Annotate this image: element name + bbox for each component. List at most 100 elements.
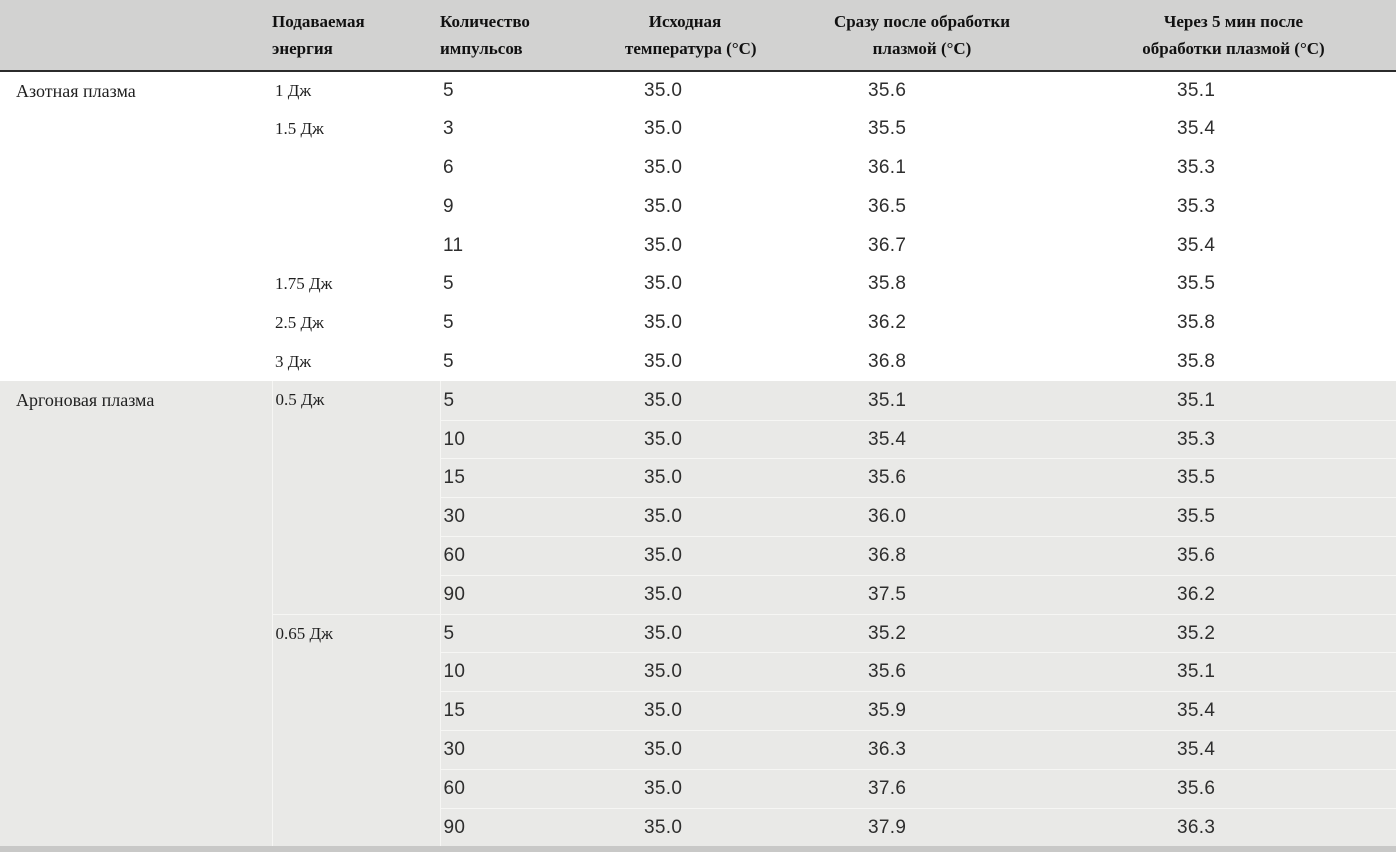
table-row: 1.75 Дж 5 35.0 35.8 35.5 [0,265,1396,304]
table-bottom-rule [0,846,1396,852]
pulse-count-cell: 6 [443,156,454,178]
header-initial-temp: Исходная температура (°C) [562,0,757,72]
initial-temp-cell: 35.0 [562,652,745,692]
after-5min-temp-cell: 35.1 [1177,79,1216,101]
after-treatment-temp-cell: 36.1 [868,156,907,178]
after-treatment-temp-cell: 35.2 [745,613,1065,653]
table-row: 60 35.0 37.6 35.6 [0,768,1396,809]
after-5min-temp-cell: 35.5 [1065,497,1396,537]
after-treatment-temp-cell: 36.5 [868,195,907,217]
table-row: 15 35.0 35.6 35.5 [0,458,1396,498]
after-treatment-temp-cell: 35.6 [745,652,1065,692]
after-treatment-temp-cell: 35.6 [745,458,1065,498]
after-treatment-temp-cell: 36.2 [868,312,907,334]
after-treatment-temp-cell: 35.4 [745,419,1065,459]
initial-temp-cell: 35.0 [644,350,683,372]
energy-cell: 0.65 Дж [272,613,441,847]
after-5min-temp-cell: 35.3 [1065,419,1396,459]
pulse-count-cell: 30 [440,730,562,770]
after-treatment-temp-cell: 35.6 [868,79,907,101]
pulse-count-cell: 5 [443,350,454,372]
pulse-count-cell: 10 [440,419,562,459]
table-row: Аргоновая плазма 0.5 Дж 5 35.0 35.1 35.1 [0,381,1396,847]
pulse-count-cell: 15 [440,458,562,498]
table-row: 9 35.0 36.5 35.3 [0,187,1396,226]
energy-cell: 1 Дж [275,81,312,100]
table-row: 60 35.0 36.8 35.6 [0,536,1396,576]
after-treatment-temp-cell: 37.9 [745,807,1065,847]
plasma-type-cell: Аргоновая плазма [0,381,273,847]
header-row: Подаваемая энергия Количество импульсов … [0,0,1396,72]
table-row: 15 35.0 35.9 35.4 [0,691,1396,731]
section-argon: Аргоновая плазма 0.5 Дж 5 35.0 35.1 35.1 10 35.… [0,381,1396,847]
header-plasma-type [0,0,272,72]
table-row: 90 35.0 37.5 36.2 [0,574,1396,615]
initial-temp-cell: 35.0 [562,574,745,615]
initial-temp-cell: 35.0 [644,312,683,334]
after-5min-temp-cell: 35.5 [1065,458,1396,498]
after-5min-temp-cell: 35.4 [1065,691,1396,731]
plasma-type-cell: Азотная плазма [16,81,136,101]
initial-temp-cell: 35.0 [644,156,683,178]
pulse-count-cell: 90 [440,807,562,847]
after-treatment-temp-cell: 36.8 [745,536,1065,576]
pulse-count-cell: 10 [440,652,562,692]
header-supplied-energy: Подаваемая энергия [272,0,440,72]
pulse-count-cell: 60 [440,536,562,576]
initial-temp-cell: 35.0 [562,419,745,459]
energy-cell: 2.5 Дж [275,312,324,332]
header-after-treatment-temp: Сразу после обработки плазмой (°C) [745,0,1065,72]
section-nitrogen: Азотная плазма 1 Дж 5 35.0 35.6 35.1 1.5 Дж 3 35… [0,71,1396,382]
energy-cell: 3 Дж [275,351,312,371]
after-treatment-temp-cell: 36.3 [745,730,1065,770]
after-5min-temp-cell: 35.2 [1065,613,1396,653]
table-row: 30 35.0 36.3 35.4 [0,730,1396,770]
initial-temp-cell: 35.0 [644,195,683,217]
after-5min-temp-cell: 35.3 [1177,156,1216,178]
after-5min-temp-cell: 35.1 [1065,652,1396,692]
pulse-count-cell: 5 [443,312,454,334]
pulse-count-cell: 9 [443,195,454,217]
initial-temp-cell: 35.0 [562,768,745,809]
pulse-count-cell: 3 [443,118,454,140]
pulse-count-cell: 5 [440,613,562,653]
energy-cell: 1.75 Дж [275,273,333,293]
after-5min-temp-cell: 36.2 [1065,574,1396,615]
initial-temp-cell: 35.0 [562,691,745,731]
table-row: 90 35.0 37.9 36.3 [0,807,1396,847]
after-5min-temp-cell: 35.1 [1177,389,1216,411]
table-row: 10 35.0 35.4 35.3 [0,419,1396,459]
table-row: 6 35.0 36.1 35.3 [0,149,1396,188]
header-after-5min-temp: Через 5 мин после обработки плазмой (°C) [1065,0,1396,72]
after-5min-temp-cell: 35.3 [1177,195,1216,217]
initial-temp-cell: 35.0 [562,613,745,653]
table-row: 30 35.0 36.0 35.5 [0,497,1396,537]
after-treatment-temp-cell: 35.1 [868,389,907,411]
initial-temp-cell: 35.0 [644,118,683,140]
energy-cell: 1.5 Дж [275,118,324,138]
after-treatment-temp-cell: 37.5 [745,574,1065,615]
initial-temp-cell: 35.0 [562,807,745,847]
table-row: 1.5 Дж 3 35.0 35.5 35.4 [0,110,1396,149]
initial-temp-cell: 35.0 [562,497,745,537]
pulse-count-cell: 60 [440,768,562,809]
after-5min-temp-cell: 35.5 [1177,273,1216,295]
pulse-count-cell: 5 [443,389,455,411]
after-treatment-temp-cell: 35.9 [745,691,1065,731]
after-5min-temp-cell: 35.8 [1177,350,1216,372]
after-5min-temp-cell: 35.6 [1065,768,1396,809]
initial-temp-cell: 35.0 [644,79,683,101]
after-treatment-temp-cell: 36.7 [868,234,907,256]
initial-temp-cell: 35.0 [644,234,683,256]
table-row: 11 35.0 36.7 35.4 [0,226,1396,265]
energy-cell: 0.5 Дж [272,381,441,615]
pulse-count-cell: 5 [443,273,454,295]
after-5min-temp-cell: 35.4 [1177,234,1216,256]
pulse-count-cell: 5 [443,79,454,101]
after-5min-temp-cell: 35.8 [1177,312,1216,334]
table-row: 10 35.0 35.6 35.1 [0,652,1396,692]
table-row: Азотная плазма 1 Дж 5 35.0 35.6 35.1 [0,71,1396,110]
after-treatment-temp-cell: 37.6 [745,768,1065,809]
